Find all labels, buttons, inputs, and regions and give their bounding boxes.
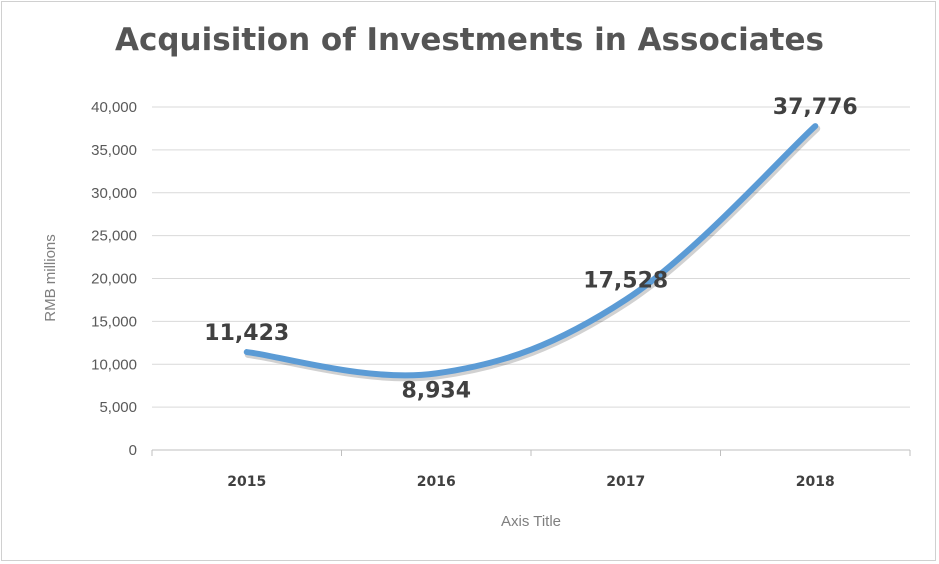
y-tick-label: 20,000 [91,271,137,288]
x-tick-label: 2016 [417,474,456,490]
y-tick-label: 25,000 [91,228,137,245]
y-tick-label: 0 [129,442,137,459]
data-label: 11,423 [204,321,289,346]
y-tick-label: 5,000 [99,399,137,416]
y-tick-label: 10,000 [91,356,137,373]
y-tick-label: 40,000 [91,99,137,116]
data-label: 8,934 [401,378,471,403]
x-tick-label: 2018 [796,474,835,490]
x-axis-title: Axis Title [501,513,561,530]
x-tick-label: 2015 [227,474,266,490]
x-tick-label: 2017 [606,474,645,490]
y-axis-title: RMB millions [42,234,59,322]
chart-title: Acquisition of Investments in Associates [115,22,824,58]
series-line [243,123,819,379]
y-tick-label: 30,000 [91,185,137,202]
data-label: 17,528 [583,269,668,294]
data-label: 37,776 [773,95,858,120]
y-tick-label: 15,000 [91,313,137,330]
series-line-shadow [244,125,821,382]
y-tick-label: 35,000 [91,142,137,159]
